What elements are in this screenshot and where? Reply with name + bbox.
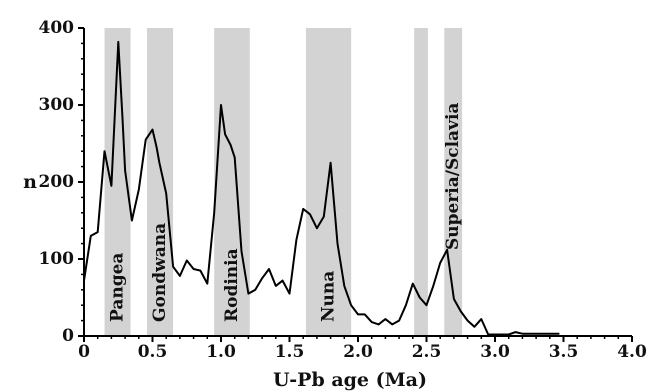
- y-axis-label: n: [23, 171, 37, 193]
- data-series: [83, 40, 560, 336]
- x-tick-label: 2.0: [343, 342, 373, 362]
- y-tick-label: 0: [62, 326, 74, 346]
- band-label-3: Nuna: [319, 271, 339, 322]
- y-tick-label: 400: [39, 18, 75, 38]
- y-tick-label: 300: [39, 95, 75, 115]
- x-tick-label: 3.5: [549, 342, 579, 362]
- x-tick-label: 3.0: [480, 342, 510, 362]
- band-labels: Pangea Gondwana Rodinia Nuna Superia/Sclavia: [108, 103, 464, 322]
- x-tick-label: 0: [78, 342, 90, 362]
- series-line-0: [83, 40, 560, 336]
- x-tick-label: 0.5: [138, 342, 168, 362]
- band-4: [414, 28, 428, 336]
- x-axis-label: U-Pb age (Ma): [273, 369, 427, 391]
- x-tick-label: 1.5: [275, 342, 305, 362]
- x-tick-label: 4.0: [617, 342, 647, 362]
- y-ticks: 0 100 200 300 400: [39, 18, 84, 346]
- band-1: [147, 28, 174, 336]
- y-tick-label: 100: [39, 249, 75, 269]
- band-label-2: Rodinia: [222, 248, 242, 322]
- band-label-5: Superia/Sclavia: [443, 103, 463, 250]
- band-2: [214, 28, 250, 336]
- x-tick-label: 1.0: [206, 342, 236, 362]
- band-label-1: Gondwana: [150, 223, 170, 322]
- y-tick-label: 200: [39, 172, 75, 192]
- x-ticks: 0 0.5 1.0 1.5 2.0 2.5 3.0 3.5 4.0: [78, 336, 647, 362]
- x-tick-label: 2.5: [412, 342, 442, 362]
- supercontinent-bands: [104, 28, 463, 336]
- band-label-0: Pangea: [108, 253, 128, 322]
